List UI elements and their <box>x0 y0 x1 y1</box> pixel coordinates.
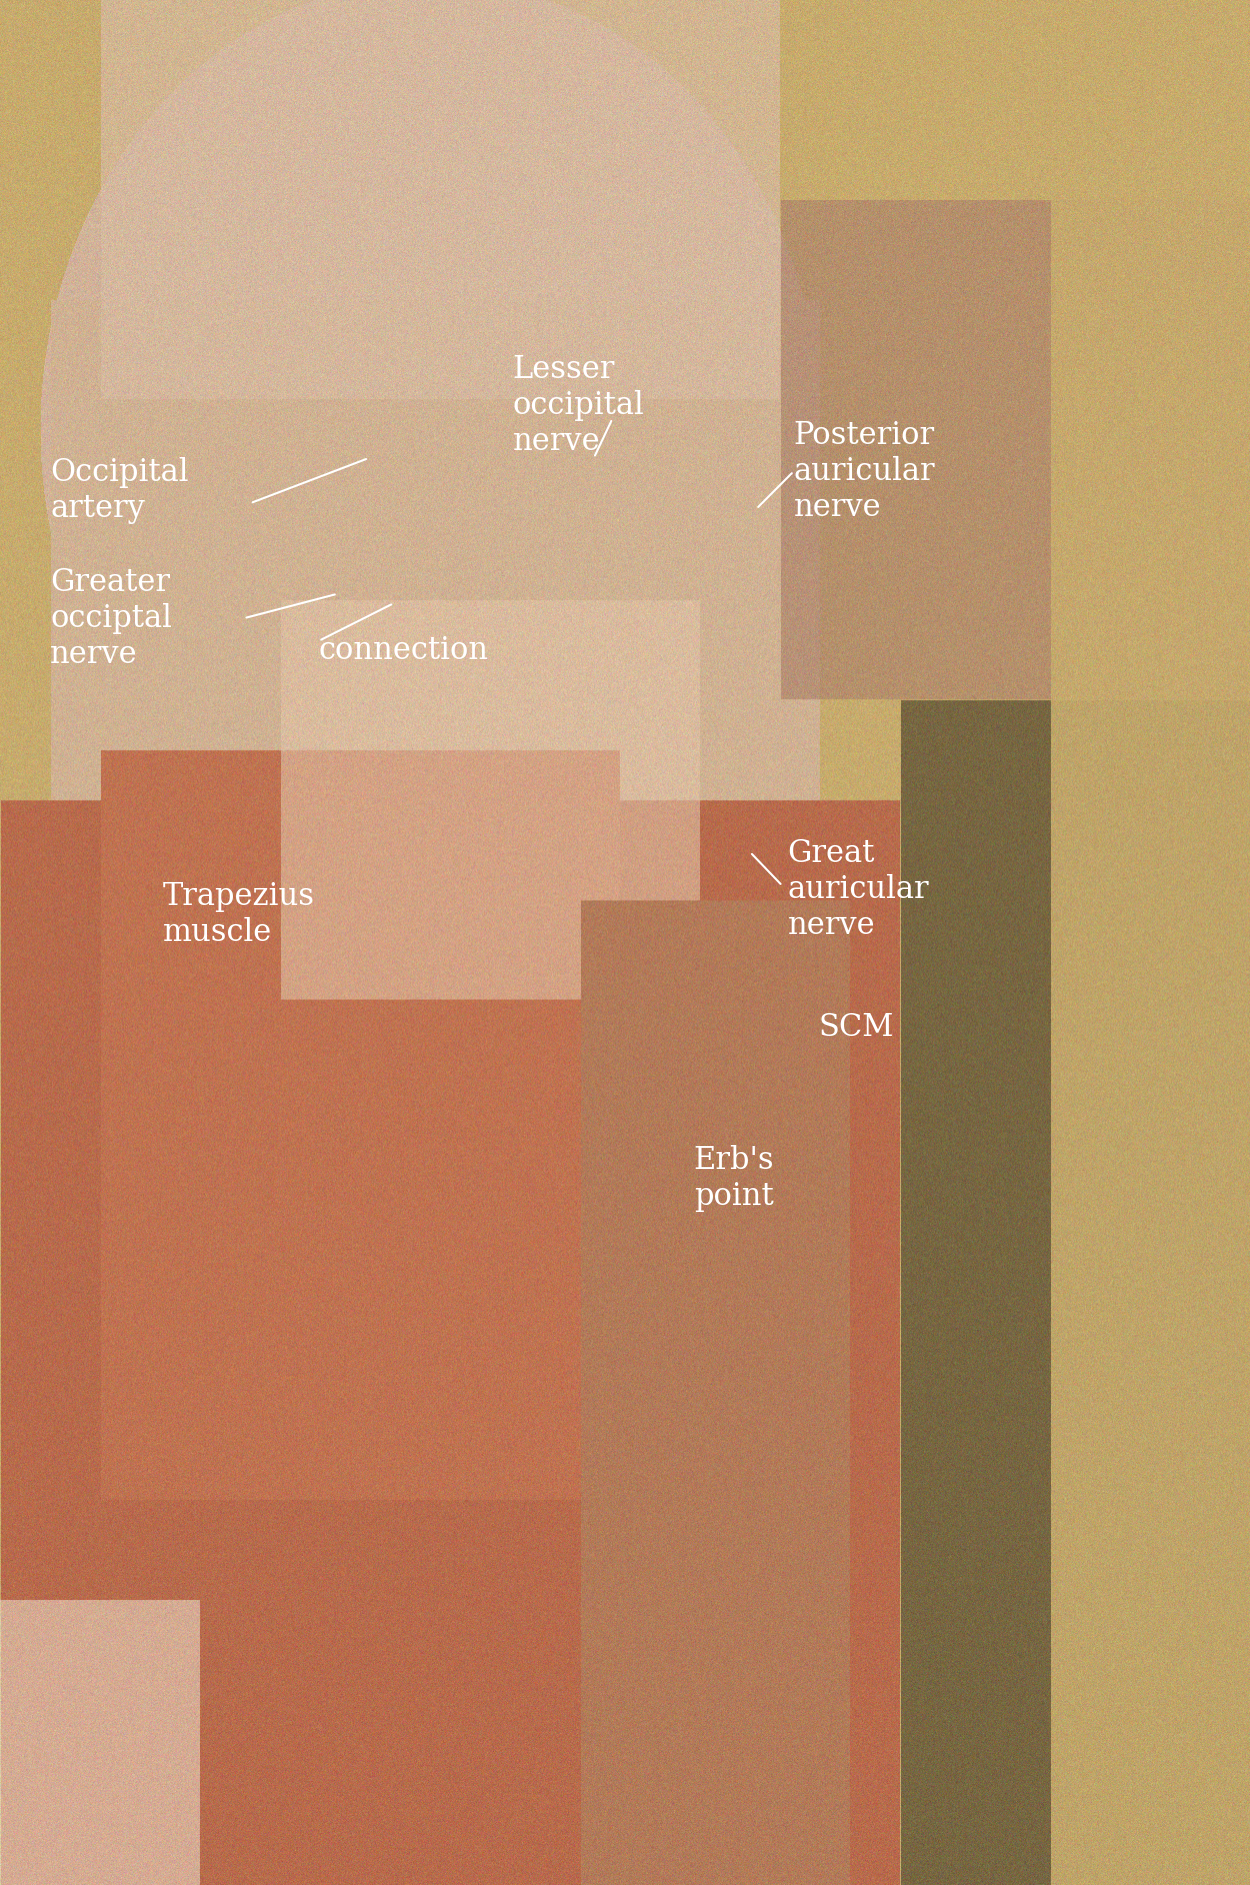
Text: Great
auricular
nerve: Great auricular nerve <box>788 839 929 941</box>
Text: Greater
occiptal
nerve: Greater occiptal nerve <box>50 567 172 669</box>
Text: Occipital
artery: Occipital artery <box>50 456 189 524</box>
Text: Erb's
point: Erb's point <box>694 1144 775 1212</box>
Text: Posterior
auricular
nerve: Posterior auricular nerve <box>794 420 935 522</box>
Text: connection: connection <box>319 635 489 665</box>
Text: Lesser
occipital
nerve: Lesser occipital nerve <box>512 354 644 456</box>
Text: SCM: SCM <box>819 1012 894 1042</box>
Text: Trapezius
muscle: Trapezius muscle <box>162 880 315 948</box>
